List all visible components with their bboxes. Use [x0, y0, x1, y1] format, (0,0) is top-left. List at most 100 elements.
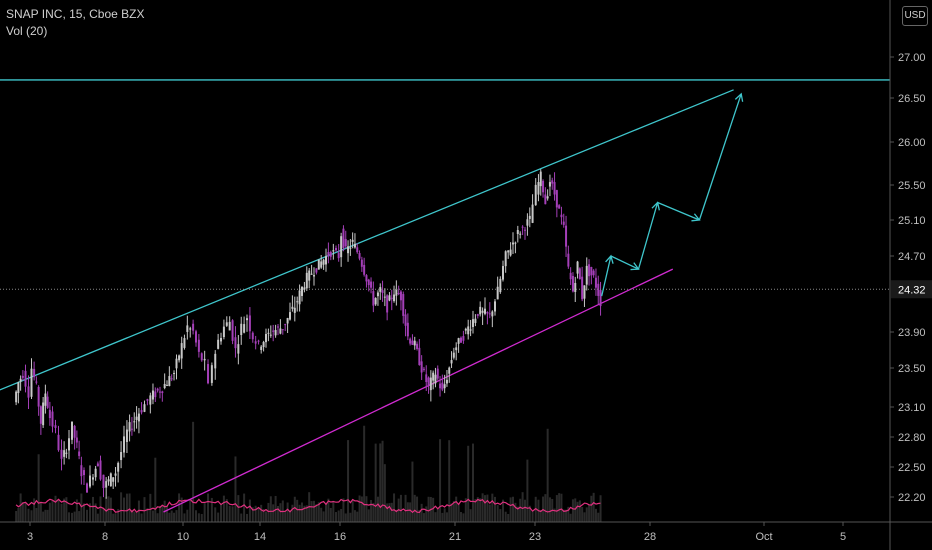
volume-bar	[436, 508, 439, 522]
volume-bar	[112, 513, 115, 522]
volume-bar	[96, 513, 99, 522]
currency-button[interactable]: USD	[902, 6, 928, 26]
candle	[183, 334, 186, 350]
candle	[581, 266, 584, 302]
volume-bar	[210, 497, 213, 522]
volume-bar	[189, 499, 192, 522]
volume-bar	[274, 495, 277, 522]
volume-bar	[381, 440, 384, 522]
projected-path-arrows[interactable]	[601, 92, 744, 297]
projection-arrowhead	[734, 92, 744, 102]
candle	[425, 365, 428, 391]
candle	[558, 204, 561, 209]
candle	[372, 281, 375, 313]
candle	[576, 260, 579, 279]
candle	[516, 225, 519, 243]
volume-bar	[46, 509, 49, 522]
candle	[416, 341, 419, 351]
candle	[51, 406, 54, 433]
candle	[427, 376, 430, 394]
candle	[308, 268, 311, 289]
candle	[528, 207, 531, 228]
candle	[452, 347, 455, 360]
candle	[94, 465, 97, 481]
volume-bar	[555, 495, 558, 522]
candle	[445, 370, 448, 387]
volume-bar	[395, 509, 398, 522]
volume-bar	[251, 507, 254, 522]
candle	[434, 367, 437, 388]
volume-bar	[166, 506, 169, 522]
volume-bar	[114, 513, 117, 522]
volume-indicator-label[interactable]: Vol (20)	[6, 24, 48, 38]
channel-lower-trendline[interactable]	[163, 268, 674, 513]
volume-bar	[567, 506, 570, 522]
volume-bar	[534, 496, 537, 522]
channel-upper-trendline[interactable]	[0, 89, 734, 402]
volume-bar	[151, 510, 154, 522]
candle	[325, 248, 327, 272]
volume-bar	[65, 497, 68, 522]
candle	[128, 414, 131, 442]
candle	[65, 448, 68, 459]
candle	[293, 296, 296, 322]
volume-bar	[351, 500, 354, 522]
volume-bar	[269, 496, 272, 522]
candle	[462, 330, 465, 344]
volume-bar	[484, 495, 486, 522]
volume-bar	[57, 499, 60, 522]
last-price-label: 24.32	[898, 284, 926, 296]
volume-moving-average-line	[15, 498, 601, 514]
candle	[402, 291, 405, 324]
candle	[504, 250, 507, 273]
volume-bar	[574, 498, 577, 522]
volume-bar	[322, 511, 325, 522]
candle	[537, 174, 540, 202]
candle	[588, 259, 591, 286]
candle	[105, 477, 108, 499]
candle	[399, 290, 402, 311]
candle	[143, 400, 146, 413]
volume-bar	[265, 511, 267, 522]
candle	[86, 482, 88, 493]
price-tick-label: 23.90	[898, 327, 926, 339]
volume-bar	[246, 513, 249, 522]
candle	[356, 243, 359, 254]
candle	[102, 474, 105, 498]
candle	[161, 390, 164, 402]
time-tick-label: 28	[644, 531, 656, 543]
volume-bar	[222, 495, 225, 522]
candle	[39, 405, 42, 435]
volume-bar	[583, 512, 586, 522]
candle	[286, 317, 289, 334]
candle	[486, 311, 489, 325]
candle	[251, 331, 254, 343]
volume-bar	[156, 513, 159, 522]
volume-bar	[149, 493, 152, 522]
candle	[599, 281, 602, 316]
last-price-tag-background	[891, 280, 932, 299]
volume-bar	[416, 496, 419, 522]
volume-bar	[60, 503, 63, 522]
candle	[96, 461, 99, 467]
candle	[42, 396, 45, 428]
candle	[317, 259, 320, 270]
candle	[531, 194, 534, 224]
volume-bar	[289, 510, 291, 522]
volume-bar	[488, 504, 491, 522]
symbol-title[interactable]: SNAP INC, 15, Cboe BZX	[6, 7, 145, 21]
candle	[551, 177, 554, 190]
volume-bar	[445, 512, 448, 522]
volume-bar	[240, 513, 243, 522]
volume-bar	[54, 495, 57, 522]
volume-bar	[173, 512, 176, 522]
candle	[353, 233, 356, 249]
candle	[37, 385, 40, 416]
volume-bar	[353, 510, 356, 522]
candle	[395, 280, 398, 306]
candle	[472, 310, 474, 334]
volume-bar	[178, 493, 181, 522]
volume-bar	[514, 502, 517, 522]
volume-bar	[388, 503, 391, 522]
